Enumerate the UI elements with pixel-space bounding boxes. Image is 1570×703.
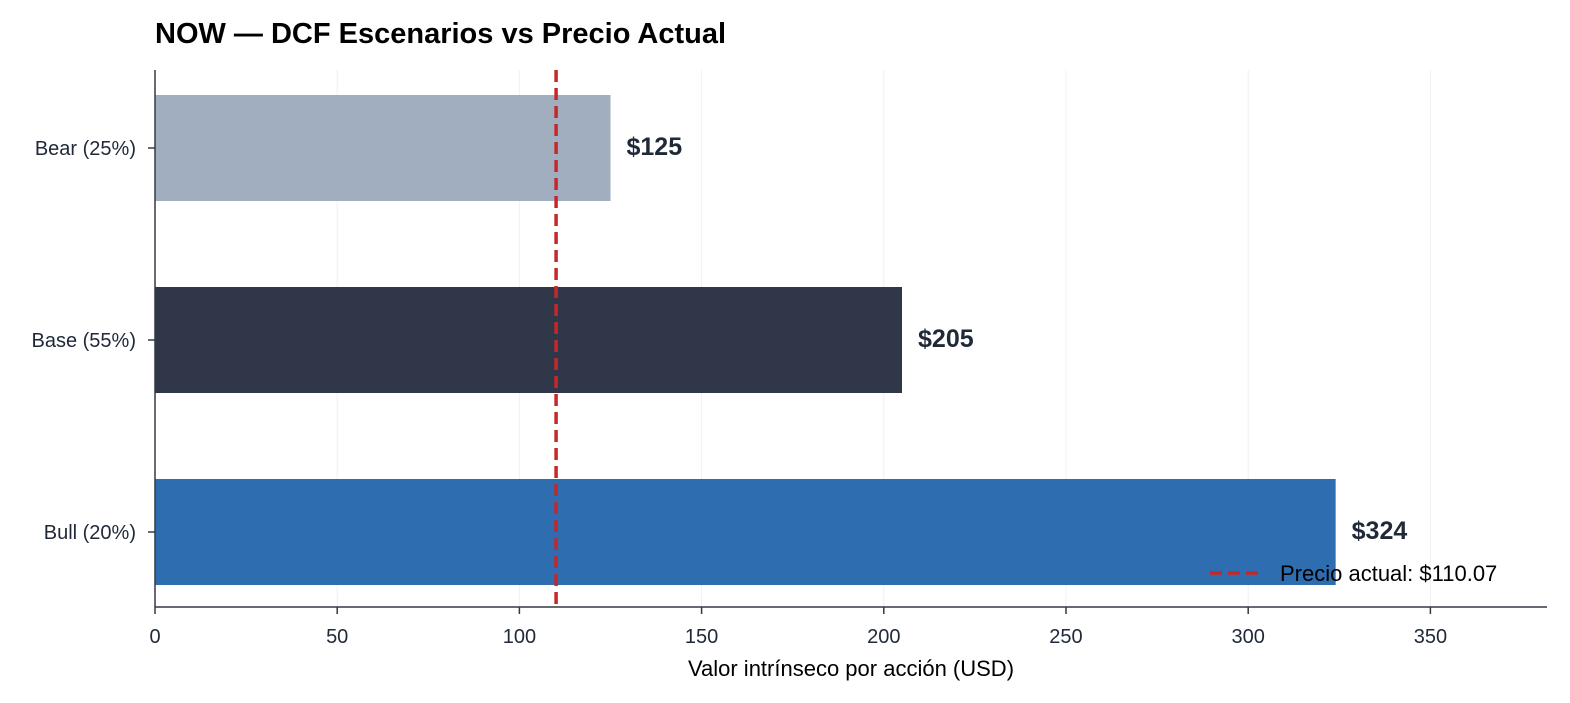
legend-label: Precio actual: $110.07 bbox=[1280, 561, 1497, 586]
x-tick-label-7: 350 bbox=[1414, 626, 1447, 648]
x-axis-label: Valor intrínseco por acción (USD) bbox=[688, 656, 1014, 681]
data-label-2: $324 bbox=[1352, 517, 1408, 545]
data-label-1: $205 bbox=[918, 325, 974, 353]
x-tick-label-3: 150 bbox=[685, 626, 718, 648]
x-tick-label-0: 0 bbox=[149, 626, 160, 648]
x-tick-label-2: 100 bbox=[503, 626, 536, 648]
y-tick-label-1: Base (55%) bbox=[32, 330, 137, 352]
x-tick-label-6: 300 bbox=[1232, 626, 1265, 648]
x-tick-label-5: 250 bbox=[1049, 626, 1082, 648]
data-label-0: $125 bbox=[626, 133, 682, 161]
axes: 0 50 100 150 200 250 300 350 Bear (25%) Base (55%… bbox=[32, 70, 1547, 648]
bar-0 bbox=[155, 95, 611, 201]
y-tick-label-2: Bull (20%) bbox=[44, 522, 136, 544]
y-tick-label-0: Bear (25%) bbox=[35, 138, 136, 160]
bar-1 bbox=[155, 287, 903, 393]
legend: Precio actual: $110.07 bbox=[1210, 561, 1497, 586]
x-tick-label-1: 50 bbox=[326, 626, 348, 648]
chart-title: NOW — DCF Escenarios vs Precio Actual bbox=[155, 18, 726, 50]
x-tick-label-4: 200 bbox=[867, 626, 900, 648]
data-labels: $125 $205 $324 bbox=[626, 133, 1407, 545]
bar-2 bbox=[155, 479, 1336, 585]
bars bbox=[155, 95, 1336, 585]
